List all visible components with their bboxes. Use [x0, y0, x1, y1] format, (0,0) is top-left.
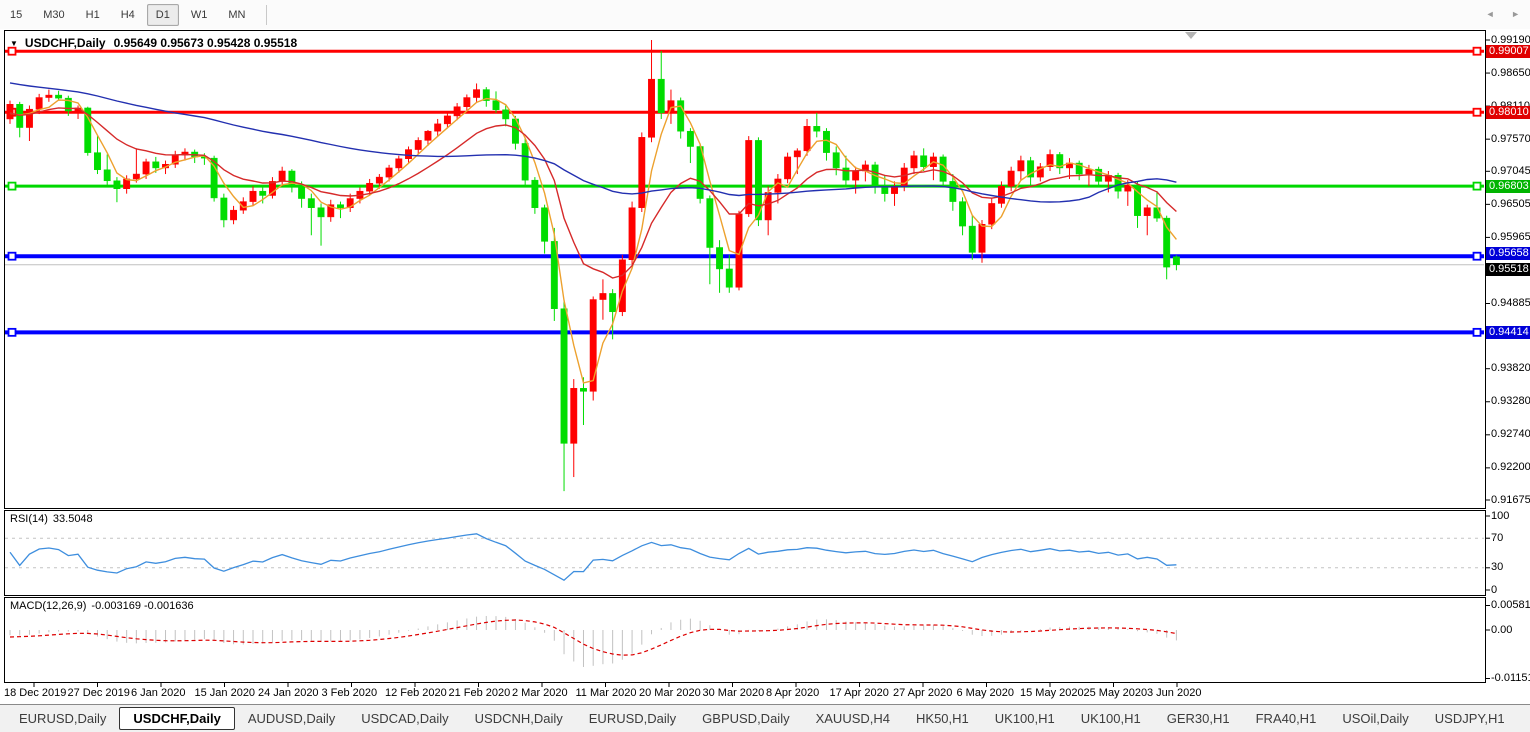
timeframe-button-W1[interactable]: W1 — [190, 8, 208, 21]
pane-border — [4, 510, 1486, 596]
hline-anchor[interactable] — [1472, 46, 1482, 56]
timeframe-button-H4[interactable]: H4 — [120, 8, 135, 21]
hline-anchor[interactable] — [1472, 251, 1482, 261]
rsi-line — [9, 533, 1177, 581]
chart-tab-uk100-h1[interactable]: UK100,H1 — [1080, 711, 1141, 726]
chart-tab-eurusd-daily[interactable]: EURUSD,Daily — [588, 711, 677, 726]
chart-tab-uk100-h1[interactable]: UK100,H1 — [994, 711, 1055, 726]
toolbar-separator — [266, 4, 268, 25]
rsi-name: RSI(14) — [10, 513, 48, 525]
hline-anchor[interactable] — [7, 327, 17, 337]
tab-scroll-arrows[interactable]: ◄ ► — [1472, 9, 1520, 19]
chart-menu-triangle-icon[interactable]: ▼ — [10, 39, 18, 48]
chart-title: ▼ USDCHF,Daily 0.95649 0.95673 0.95428 0.9… — [10, 36, 297, 50]
chart-tab-usoil-daily[interactable]: USOil,Daily — [1342, 711, 1409, 726]
tab-scroll-left-icon[interactable]: ◄ — [1485, 9, 1495, 19]
chart-shift-marker-icon[interactable] — [1185, 32, 1197, 39]
moving-average-55 — [9, 82, 1177, 203]
rsi-value: 33.5048 — [52, 513, 93, 525]
chart-tab-ger30-h1[interactable]: GER30,H1 — [1166, 711, 1230, 726]
timeframe-button-M30[interactable]: M30 — [43, 8, 65, 21]
chart-tab-usdchf-daily[interactable]: USDCHF,Daily — [119, 707, 235, 730]
pane-border — [4, 597, 1486, 683]
macd-indicator-label: MACD(12,26,9) -0.003169 -0.001636 — [10, 600, 194, 612]
tab-scroll-right-icon[interactable]: ► — [1511, 9, 1520, 19]
timeframe-button-MN[interactable]: MN — [228, 8, 246, 21]
chart-ohlc-values: 0.95649 0.95673 0.95428 0.95518 — [113, 36, 298, 50]
hline-anchor[interactable] — [1472, 107, 1482, 117]
moving-average-13 — [9, 107, 1177, 279]
chart-tab-dj30-h1[interactable]: DJ30,H1 — [1518, 708, 1530, 729]
chart-tab-bar: EURUSD,Daily USDCHF,Daily AUDUSD,Daily USDC… — [0, 704, 1530, 732]
chart-tab-xauusd-h4[interactable]: XAUUSD,H4 — [815, 711, 891, 726]
timeframe-button-D1[interactable]: D1 — [146, 3, 179, 26]
horizontal-lines[interactable] — [5, 46, 1484, 337]
hline-anchor[interactable] — [7, 251, 17, 261]
chart-tab-fra40-h1[interactable]: FRA40,H1 — [1255, 711, 1317, 726]
candles — [6, 40, 1180, 492]
timeframe-button-15[interactable]: 15 — [10, 8, 23, 21]
rsi-indicator-label: RSI(14) 33.5048 — [10, 513, 93, 525]
chart-symbol-label: USDCHF,Daily — [24, 36, 106, 50]
hline-anchor[interactable] — [7, 46, 17, 56]
chart-tab-usdcad-daily[interactable]: USDCAD,Daily — [361, 711, 449, 726]
timeframe-toolbar: 15 M30 H1 H4 D1 W1 MN — [0, 0, 1530, 29]
pane-border — [4, 30, 1486, 509]
macd-histogram — [9, 615, 1177, 667]
chart-tab-usdcnh-daily[interactable]: USDCNH,Daily — [474, 711, 563, 726]
chart-tab-eurusd-daily[interactable]: EURUSD,Daily — [19, 711, 107, 726]
macd-name: MACD(12,26,9) — [10, 600, 87, 612]
macd-values: -0.003169 -0.001636 — [91, 600, 194, 612]
chart-tab-usdjpy-h1[interactable]: USDJPY,H1 — [1434, 711, 1505, 726]
chart-tab-audusd-daily[interactable]: AUDUSD,Daily — [247, 711, 336, 726]
timeframe-button-H1[interactable]: H1 — [85, 8, 100, 21]
hline-anchor[interactable] — [7, 181, 17, 191]
hline-anchor[interactable] — [1472, 181, 1482, 191]
hline-anchor[interactable] — [1472, 327, 1482, 337]
chart-tab-gbpusd-daily[interactable]: GBPUSD,Daily — [702, 711, 790, 726]
macd-signal-line — [9, 619, 1177, 656]
chart-tab-hk50-h1[interactable]: HK50,H1 — [916, 711, 969, 726]
